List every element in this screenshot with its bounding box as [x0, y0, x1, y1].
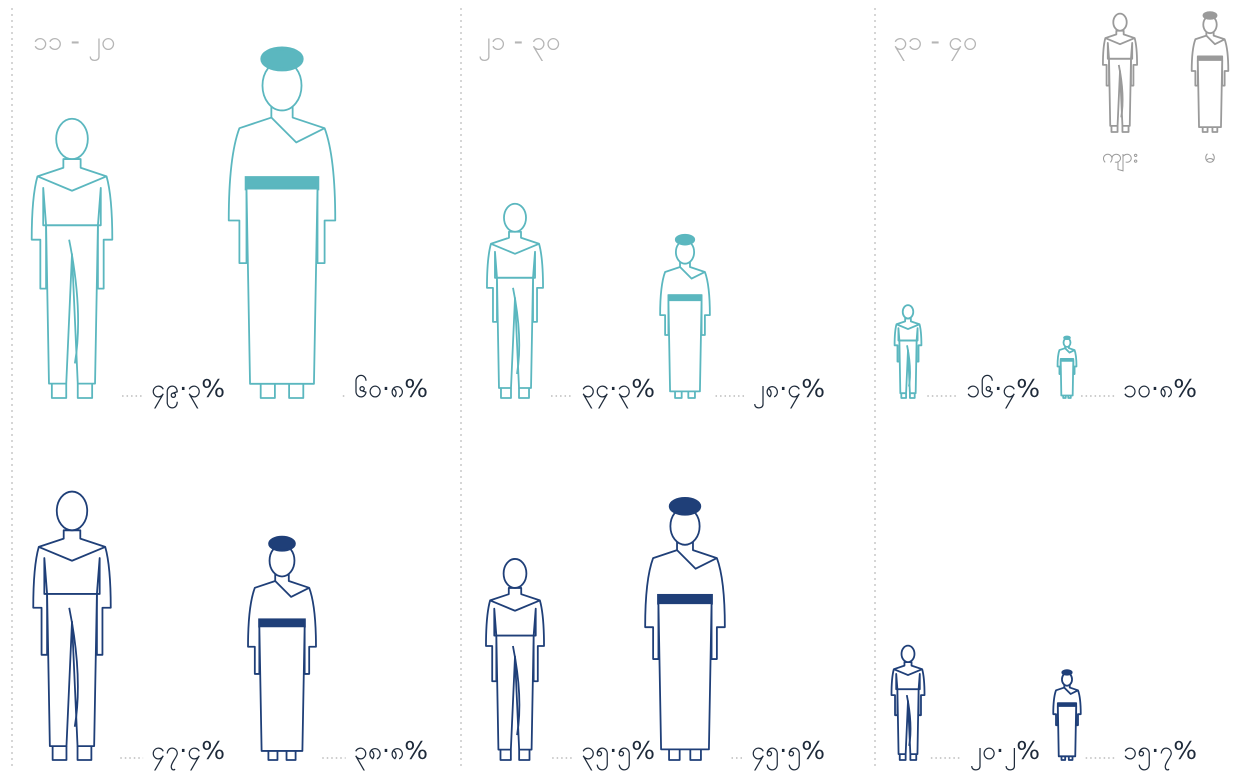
- legend-label: ကျား: [1102, 144, 1138, 172]
- figure-part: [69, 608, 78, 727]
- figure-part: [897, 324, 920, 329]
- figure-bun: [1063, 335, 1071, 340]
- figure-part: [39, 547, 105, 561]
- value-label: ၃၅·၅%: [581, 736, 655, 770]
- figure-part: [513, 288, 519, 374]
- value-label: ၁၀·၈%: [1123, 374, 1197, 403]
- figure-part: [513, 646, 519, 735]
- figure-part: [907, 695, 911, 746]
- figure-belt: [258, 618, 306, 628]
- female-figure: [1058, 335, 1077, 398]
- figure-part: [490, 600, 540, 610]
- figure-part: [1065, 348, 1074, 352]
- figure-bun: [674, 233, 696, 246]
- figure-head: [504, 559, 527, 588]
- value-label: ၃၈·၈%: [354, 736, 428, 770]
- male-figure: [487, 204, 543, 398]
- legend-label: မ: [1204, 144, 1215, 168]
- category-label: ၁၁ - ၂၀: [33, 27, 116, 62]
- figure-part: [1061, 361, 1074, 396]
- figure-bun: [1202, 11, 1218, 20]
- value-label: ၂၀·၂%: [970, 736, 1040, 770]
- figure-part: [901, 393, 914, 398]
- category-label: ၃၁ - ၄၀: [893, 27, 978, 62]
- value-label: ၃၄·၃%: [581, 374, 655, 408]
- male-figure: [33, 492, 110, 760]
- figure-part: [675, 391, 695, 398]
- figure-part: [1198, 60, 1222, 127]
- female-figure: [645, 496, 725, 760]
- figure-head: [1113, 14, 1126, 31]
- figure-belt: [244, 176, 320, 191]
- figure-part: [259, 626, 304, 751]
- figure-bun: [268, 535, 296, 552]
- value-label: ၁၆·၄%: [966, 374, 1040, 408]
- figure-part: [497, 278, 533, 388]
- value-label: ၆၀·၈%: [354, 374, 428, 403]
- figure-part: [500, 750, 529, 760]
- figure-part: [1061, 756, 1072, 760]
- figure-part: [52, 384, 92, 398]
- male-figure: [891, 646, 924, 760]
- figure-head: [57, 492, 87, 531]
- figure-head: [902, 646, 915, 663]
- figure-part: [53, 746, 92, 760]
- figure-bun: [668, 496, 702, 516]
- value-label: ၄၉·၃%: [151, 374, 225, 408]
- figure-part: [1058, 706, 1076, 756]
- figure-part: [907, 345, 910, 386]
- female-figure: [229, 46, 336, 398]
- figure-head: [903, 305, 914, 318]
- figure-bun: [1061, 669, 1073, 676]
- legend-figure: [1103, 14, 1137, 132]
- figure-part: [47, 594, 97, 746]
- figure-part: [46, 225, 98, 383]
- category-label: ၂၁ - ၃၀: [478, 27, 561, 62]
- figure-part: [897, 689, 918, 754]
- female-figure: [248, 535, 316, 760]
- figure-bun: [260, 46, 304, 72]
- figure-part: [268, 751, 295, 760]
- value-label: ၁၅·၇%: [1123, 736, 1197, 770]
- figure-part: [669, 749, 701, 760]
- figure-part: [275, 581, 309, 597]
- figure-part: [680, 267, 705, 279]
- female-figure: [660, 233, 710, 398]
- male-figure: [32, 119, 113, 398]
- value-label: ၂၈·၄%: [753, 374, 825, 408]
- figure-part: [501, 388, 529, 398]
- figure-part: [69, 240, 78, 364]
- figure-part: [1206, 36, 1224, 45]
- figure-part: [1119, 65, 1123, 117]
- female-figure: [1053, 669, 1081, 760]
- figure-part: [37, 176, 106, 190]
- figure-part: [677, 550, 717, 569]
- legend-figure: [1192, 11, 1229, 132]
- male-figure: [895, 305, 922, 398]
- figure-part: [894, 669, 922, 675]
- figure-part: [899, 341, 916, 394]
- figure-part: [271, 118, 324, 143]
- figure-part: [1063, 395, 1071, 398]
- value-label: ၄၇·၄%: [151, 736, 225, 770]
- male-figure: [486, 559, 544, 760]
- figure-part: [900, 754, 917, 760]
- figure-part: [668, 300, 701, 391]
- figure-part: [261, 384, 304, 398]
- figure-head: [504, 204, 526, 232]
- figure-head: [56, 119, 88, 159]
- figure-part: [658, 603, 711, 749]
- figure-belt: [657, 593, 713, 605]
- value-label: ၄၅·၅%: [751, 736, 825, 770]
- figure-part: [1105, 38, 1134, 44]
- figure-part: [247, 189, 318, 384]
- figure-part: [1203, 127, 1218, 132]
- figure-part: [1111, 126, 1128, 132]
- figure-part: [1064, 688, 1078, 694]
- figure-part: [491, 244, 539, 254]
